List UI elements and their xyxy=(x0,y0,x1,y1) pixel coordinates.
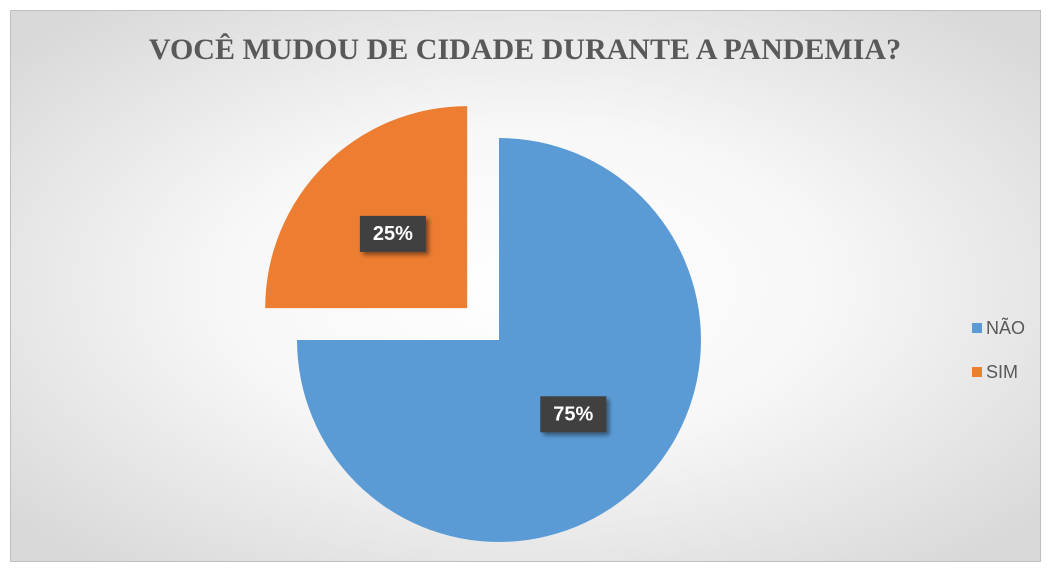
pie-slice xyxy=(265,106,468,309)
data-label: 25% xyxy=(373,223,413,245)
data-label: 75% xyxy=(553,404,593,426)
chart-title: VOCÊ MUDOU DE CIDADE DURANTE A PANDEMIA? xyxy=(149,33,901,66)
data-label-box xyxy=(540,396,607,433)
legend-swatch xyxy=(972,323,982,333)
legend-swatch xyxy=(972,367,982,377)
legend-label: SIM xyxy=(986,362,1018,382)
legend-label: NÃO xyxy=(986,317,1025,338)
pie-slice xyxy=(297,138,701,542)
data-label-box xyxy=(359,215,426,252)
